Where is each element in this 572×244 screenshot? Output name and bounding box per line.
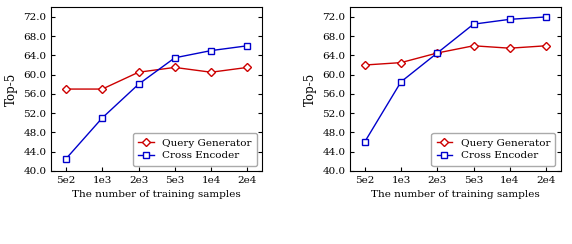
Query Generator xyxy=(506,47,513,50)
Y-axis label: Top-5: Top-5 xyxy=(304,72,317,106)
Line: Query Generator: Query Generator xyxy=(63,65,250,92)
Legend: Query Generator, Cross Encoder: Query Generator, Cross Encoder xyxy=(133,133,257,166)
Cross Encoder xyxy=(470,23,477,26)
Cross Encoder xyxy=(172,56,178,59)
Query Generator xyxy=(543,44,550,47)
Cross Encoder xyxy=(543,15,550,18)
Query Generator xyxy=(470,44,477,47)
Query Generator xyxy=(208,71,214,74)
Cross Encoder xyxy=(62,157,69,160)
Line: Cross Encoder: Cross Encoder xyxy=(63,43,251,162)
Cross Encoder xyxy=(398,80,404,83)
Legend: Query Generator, Cross Encoder: Query Generator, Cross Encoder xyxy=(431,133,555,166)
X-axis label: The number of training samples: The number of training samples xyxy=(371,190,540,199)
Query Generator xyxy=(172,66,178,69)
Cross Encoder xyxy=(99,116,106,119)
Line: Query Generator: Query Generator xyxy=(362,43,549,68)
Query Generator xyxy=(135,71,142,74)
Cross Encoder xyxy=(434,51,440,54)
Query Generator xyxy=(99,88,106,91)
Query Generator xyxy=(362,63,368,66)
Line: Cross Encoder: Cross Encoder xyxy=(362,14,549,145)
Query Generator xyxy=(244,66,251,69)
Cross Encoder xyxy=(244,44,251,47)
Y-axis label: Top-5: Top-5 xyxy=(5,72,18,106)
Query Generator xyxy=(434,51,440,54)
Cross Encoder xyxy=(506,18,513,21)
Cross Encoder xyxy=(208,49,214,52)
Query Generator xyxy=(398,61,404,64)
X-axis label: The number of training samples: The number of training samples xyxy=(72,190,241,199)
Cross Encoder xyxy=(362,141,368,143)
Cross Encoder xyxy=(135,83,142,86)
Query Generator xyxy=(62,88,69,91)
